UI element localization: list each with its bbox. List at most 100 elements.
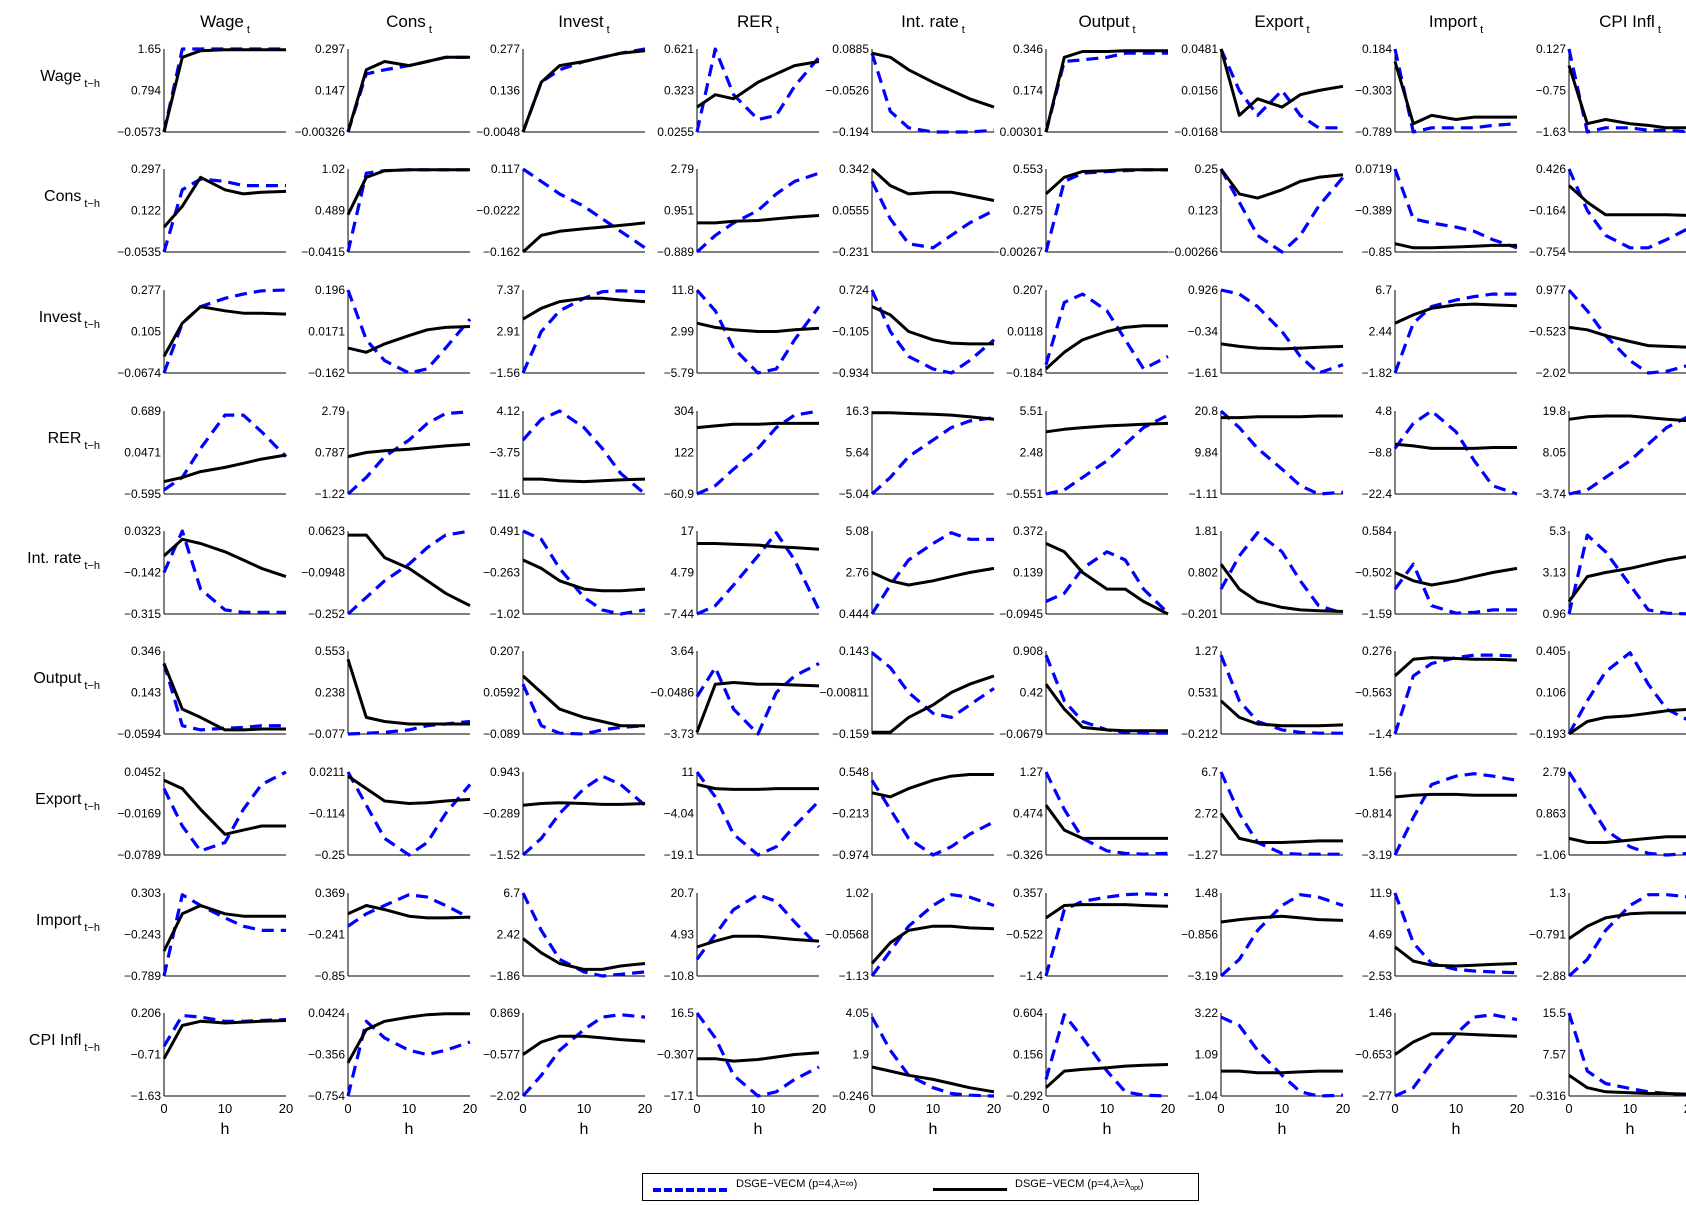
y-tick-label-import-export-0: 1.48: [1195, 886, 1219, 900]
column-title-import: Import t: [1429, 12, 1483, 36]
series-lambda-opt-export-cons: [347, 774, 471, 805]
y-tick-label-rer-output-1: 2.48: [1020, 446, 1044, 460]
y-tick-label-wage-cpi-infl-1: −0.75: [1536, 84, 1567, 98]
y-tick-label-cpi-infl-int-rate-2: −0.246: [832, 1089, 869, 1103]
series-lambda-opt-invest-import: [1394, 302, 1518, 325]
x-axis-title-output: h: [1103, 1121, 1112, 1138]
series-lambda-opt-import-export: [1220, 914, 1344, 924]
y-tick-label-import-export-2: −3.19: [1188, 969, 1219, 983]
y-tick-label-export-cpi-infl-2: −1.06: [1536, 848, 1567, 862]
column-title-output: Output t: [1078, 12, 1135, 36]
y-tick-label-cons-output-2: −0.00267: [993, 245, 1044, 259]
y-tick-label-cpi-infl-invest-1: −0.577: [483, 1048, 520, 1062]
y-tick-label-cons-output-1: 0.275: [1013, 204, 1043, 218]
y-tick-label-cons-import-1: −0.389: [1355, 204, 1392, 218]
x-tick-label-wage-20: 20: [279, 1101, 293, 1116]
y-tick-label-export-export-2: −1.27: [1188, 848, 1219, 862]
series-lambda-inf-invest-cpi-infl: [1567, 288, 1686, 375]
series-lambda-opt-wage-cpi-infl: [1567, 65, 1686, 130]
y-tick-label-cpi-infl-import-2: −2.77: [1362, 1089, 1393, 1103]
y-tick-label-rer-int-rate-0: 16.3: [846, 404, 870, 418]
y-tick-label-invest-rer-2: −5.79: [664, 366, 695, 380]
y-tick-label-output-export-1: 0.531: [1188, 686, 1218, 700]
series-lambda-opt-output-export: [1219, 699, 1344, 728]
y-tick-label-import-invest-1: 2.42: [497, 928, 521, 942]
y-tick-label-export-output-1: 0.474: [1013, 807, 1043, 821]
y-tick-label-rer-cpi-infl-1: 8.05: [1543, 446, 1567, 460]
series-lambda-inf-invest-import: [1393, 292, 1517, 374]
row-label-wage: Wage t−h: [40, 68, 100, 90]
series-lambda-inf-export-output: [1044, 771, 1169, 856]
y-tick-label-output-invest-2: −0.089: [483, 727, 520, 741]
y-tick-label-wage-import-2: −0.789: [1355, 125, 1392, 139]
y-tick-label-cpi-infl-output-1: 0.156: [1013, 1048, 1043, 1062]
y-tick-label-cpi-infl-int-rate-0: 4.05: [846, 1006, 870, 1020]
y-tick-label-output-int-rate-1: −0.00811: [820, 686, 870, 700]
y-tick-label-output-rer-0: 3.64: [671, 644, 695, 658]
y-tick-label-int-rate-cons-0: 0.0623: [308, 524, 345, 538]
y-tick-label-wage-cpi-infl-0: 0.127: [1536, 42, 1566, 56]
series-lambda-inf-output-wage: [162, 663, 286, 732]
y-tick-label-wage-import-1: −0.303: [1355, 84, 1392, 98]
series-lambda-opt-output-import: [1393, 656, 1518, 678]
series-lambda-inf-int-rate-export: [1219, 531, 1344, 615]
y-tick-label-invest-cons-1: 0.0171: [308, 325, 345, 339]
y-tick-label-import-output-1: −0.522: [1006, 928, 1043, 942]
series-lambda-opt-cons-cons: [346, 168, 470, 216]
y-tick-label-export-int-rate-2: −0.974: [832, 848, 869, 862]
series-lambda-opt-int-rate-export: [1219, 563, 1344, 613]
y-tick-label-export-wage-1: −0.0169: [117, 807, 161, 821]
series-lambda-inf-rer-cpi-infl: [1568, 415, 1686, 496]
y-tick-label-int-rate-invest-2: −1.02: [490, 607, 521, 621]
series-lambda-inf-cons-invest: [522, 167, 646, 250]
y-tick-label-rer-cons-1: 0.787: [315, 446, 345, 460]
y-tick-label-output-import-2: −1.4: [1368, 727, 1392, 741]
series-lambda-opt-output-output: [1044, 683, 1168, 733]
y-tick-label-invest-export-0: 0.926: [1188, 283, 1218, 297]
y-tick-label-cpi-infl-output-0: 0.604: [1013, 1006, 1043, 1020]
series-lambda-inf-export-rer: [695, 771, 821, 857]
y-tick-label-export-cpi-infl-0: 2.79: [1543, 765, 1567, 779]
y-tick-label-output-import-1: −0.563: [1355, 686, 1392, 700]
series-lambda-opt-export-invest: [522, 801, 646, 807]
row-label-cons: Cons t−h: [44, 188, 100, 210]
series-lambda-inf-import-cpi-infl: [1567, 893, 1686, 978]
y-tick-label-cons-rer-0: 2.79: [671, 162, 695, 176]
y-tick-label-export-cons-0: 0.0211: [309, 765, 345, 779]
y-tick-label-int-rate-cpi-infl-0: 5.3: [1549, 524, 1566, 538]
y-tick-label-wage-cpi-infl-2: −1.63: [1536, 125, 1567, 139]
y-tick-label-cpi-infl-cons-0: 0.0424: [308, 1006, 345, 1020]
y-tick-label-wage-wage-1: 0.794: [131, 84, 161, 98]
y-tick-label-output-output-1: 0.42: [1020, 686, 1044, 700]
y-tick-label-rer-invest-2: −11.6: [491, 487, 521, 501]
y-tick-label-rer-cpi-infl-2: −3.74: [1536, 487, 1567, 501]
y-tick-label-import-cpi-infl-0: 1.3: [1549, 886, 1566, 900]
legend-solid-line: [933, 1188, 1007, 1191]
series-lambda-inf-import-import: [1393, 892, 1518, 975]
row-label-cpi-infl: CPI Infl t−h: [29, 1032, 100, 1054]
y-tick-label-output-export-0: 1.27: [1195, 644, 1219, 658]
series-lambda-opt-int-rate-int-rate: [871, 566, 995, 587]
y-tick-label-export-rer-1: −4.04: [664, 807, 695, 821]
series-lambda-inf-wage-export: [1219, 48, 1343, 130]
series-lambda-inf-export-export: [1219, 771, 1343, 856]
x-axis-title-import: h: [1452, 1121, 1461, 1138]
x-tick-label-cpi-infl-10: 10: [1623, 1101, 1637, 1116]
series-lambda-inf-export-cons: [346, 771, 472, 857]
series-lambda-inf-wage-wage: [162, 47, 286, 133]
series-lambda-inf-rer-invest: [521, 409, 647, 496]
series-lambda-opt-wage-cons: [346, 55, 470, 133]
x-tick-label-invest-10: 10: [577, 1101, 591, 1116]
y-tick-label-import-cons-1: −0.241: [308, 928, 345, 942]
y-tick-label-int-rate-int-rate-2: 0.444: [839, 607, 869, 621]
series-lambda-opt-wage-export: [1219, 48, 1344, 117]
y-tick-label-invest-output-2: −0.184: [1006, 366, 1043, 380]
y-tick-label-cpi-infl-cons-2: −0.754: [308, 1089, 345, 1103]
y-tick-label-rer-int-rate-2: −5.04: [839, 487, 870, 501]
series-lambda-opt-rer-output: [1045, 421, 1169, 434]
y-tick-label-import-invest-2: −1.86: [490, 969, 521, 983]
series-lambda-inf-output-invest: [521, 683, 646, 736]
y-tick-label-cons-wage-0: 0.297: [131, 162, 161, 176]
y-tick-label-output-output-0: 0.908: [1013, 644, 1043, 658]
series-lambda-opt-cpi-infl-output: [1044, 1063, 1169, 1089]
